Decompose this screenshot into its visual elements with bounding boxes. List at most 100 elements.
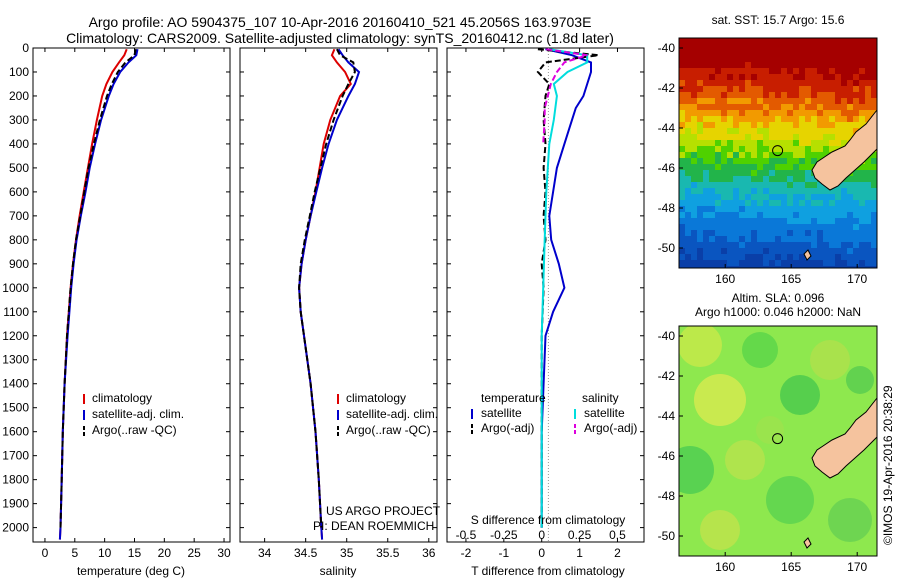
salinity-profile-plot: 34 34.5 35 35.5 36 salinity climatology satel… (239, 47, 441, 578)
sst-cell (709, 158, 715, 164)
sst-cell (757, 140, 763, 146)
sst-cell (799, 170, 805, 176)
sst-cell (763, 44, 769, 50)
sst-cell (817, 218, 823, 224)
sst-cell (871, 266, 877, 268)
sst-cell (865, 110, 871, 116)
sst-cell (763, 128, 769, 134)
sst-cell (811, 116, 817, 122)
sst-cell (727, 260, 733, 266)
sst-cell (691, 116, 697, 122)
sst-cell (697, 152, 703, 158)
sst-cell (691, 38, 697, 44)
sst-cell (763, 194, 769, 200)
sst-cell (757, 200, 763, 206)
sst-cell (721, 266, 727, 268)
sst-cell (853, 218, 859, 224)
sst-cell (685, 164, 691, 170)
sst-cell (781, 248, 787, 254)
lon-tick-label: 160 (715, 272, 735, 286)
sst-cell (745, 128, 751, 134)
sst-cell (853, 56, 859, 62)
sst-cell (751, 104, 757, 110)
sst-cell (841, 116, 847, 122)
sst-cell (799, 98, 805, 104)
sst-cell (709, 146, 715, 152)
sst-cell (835, 98, 841, 104)
sst-cell (865, 62, 871, 68)
sst-cell (733, 182, 739, 188)
sst-cell (751, 38, 757, 44)
salinity-plot-frame (239, 47, 438, 543)
sst-cell (829, 104, 835, 110)
sst-cell (853, 104, 859, 110)
sst-cell (781, 116, 787, 122)
sst-cell (679, 164, 685, 170)
sst-cell (769, 242, 775, 248)
sst-cell (721, 188, 727, 194)
sst-cell (769, 158, 775, 164)
sst-cell (709, 242, 715, 248)
sst-cell (763, 158, 769, 164)
sst-cell (679, 134, 685, 140)
sst-cell (739, 68, 745, 74)
sst-cell (829, 122, 835, 128)
sst-cell (715, 50, 721, 56)
sst-cell (769, 38, 775, 44)
sst-cell (709, 140, 715, 146)
sst-cell (823, 56, 829, 62)
sst-cell (763, 140, 769, 146)
sst-cell (697, 170, 703, 176)
sst-cell (715, 218, 721, 224)
sst-cell (817, 98, 823, 104)
sst-cell (847, 68, 853, 74)
sst-cell (751, 134, 757, 140)
sst-cell (787, 224, 793, 230)
sst-cell (841, 62, 847, 68)
sst-cell (865, 44, 871, 50)
sst-cell (745, 50, 751, 56)
sst-cell (727, 74, 733, 80)
sst-cell (745, 200, 751, 206)
sst-cell (703, 254, 709, 260)
sst-cell (763, 50, 769, 56)
sst-cell (817, 110, 823, 116)
sst-cell (865, 170, 871, 176)
sst-cell (733, 158, 739, 164)
sst-cell (727, 140, 733, 146)
sst-cell (847, 80, 853, 86)
sst-cell (727, 44, 733, 50)
sst-cell (691, 68, 697, 74)
sst-cell (733, 68, 739, 74)
sst-cell (805, 50, 811, 56)
sst-cell (733, 128, 739, 134)
sst-cell (715, 68, 721, 74)
lat-tick-label: -42 (658, 81, 676, 95)
sst-cell (799, 212, 805, 218)
sst-cell (859, 86, 865, 92)
sst-cell (751, 224, 757, 230)
sst-cell (763, 182, 769, 188)
sst-cell (721, 68, 727, 74)
sst-cell (865, 224, 871, 230)
sst-cell (799, 164, 805, 170)
sst-cell (781, 56, 787, 62)
sst-cell (697, 200, 703, 206)
sst-cell (769, 56, 775, 62)
sla-map-title: Altim. SLA: 0.096 (732, 291, 825, 305)
sst-cell (757, 110, 763, 116)
sst-cell (829, 146, 835, 152)
sst-cell (691, 50, 697, 56)
sst-cell (751, 140, 757, 146)
sst-cell (859, 80, 865, 86)
temperature-profile-plot: 0100200300400500600700800900100011001200… (2, 41, 231, 578)
sla-anomaly-blob (742, 332, 778, 368)
sst-cell (697, 110, 703, 116)
sst-cell (679, 206, 685, 212)
sst-cell (805, 62, 811, 68)
sst-cell (787, 158, 793, 164)
sst-cell (727, 176, 733, 182)
sst-cell (793, 188, 799, 194)
sst-cell (739, 110, 745, 116)
sst-cell (775, 128, 781, 134)
